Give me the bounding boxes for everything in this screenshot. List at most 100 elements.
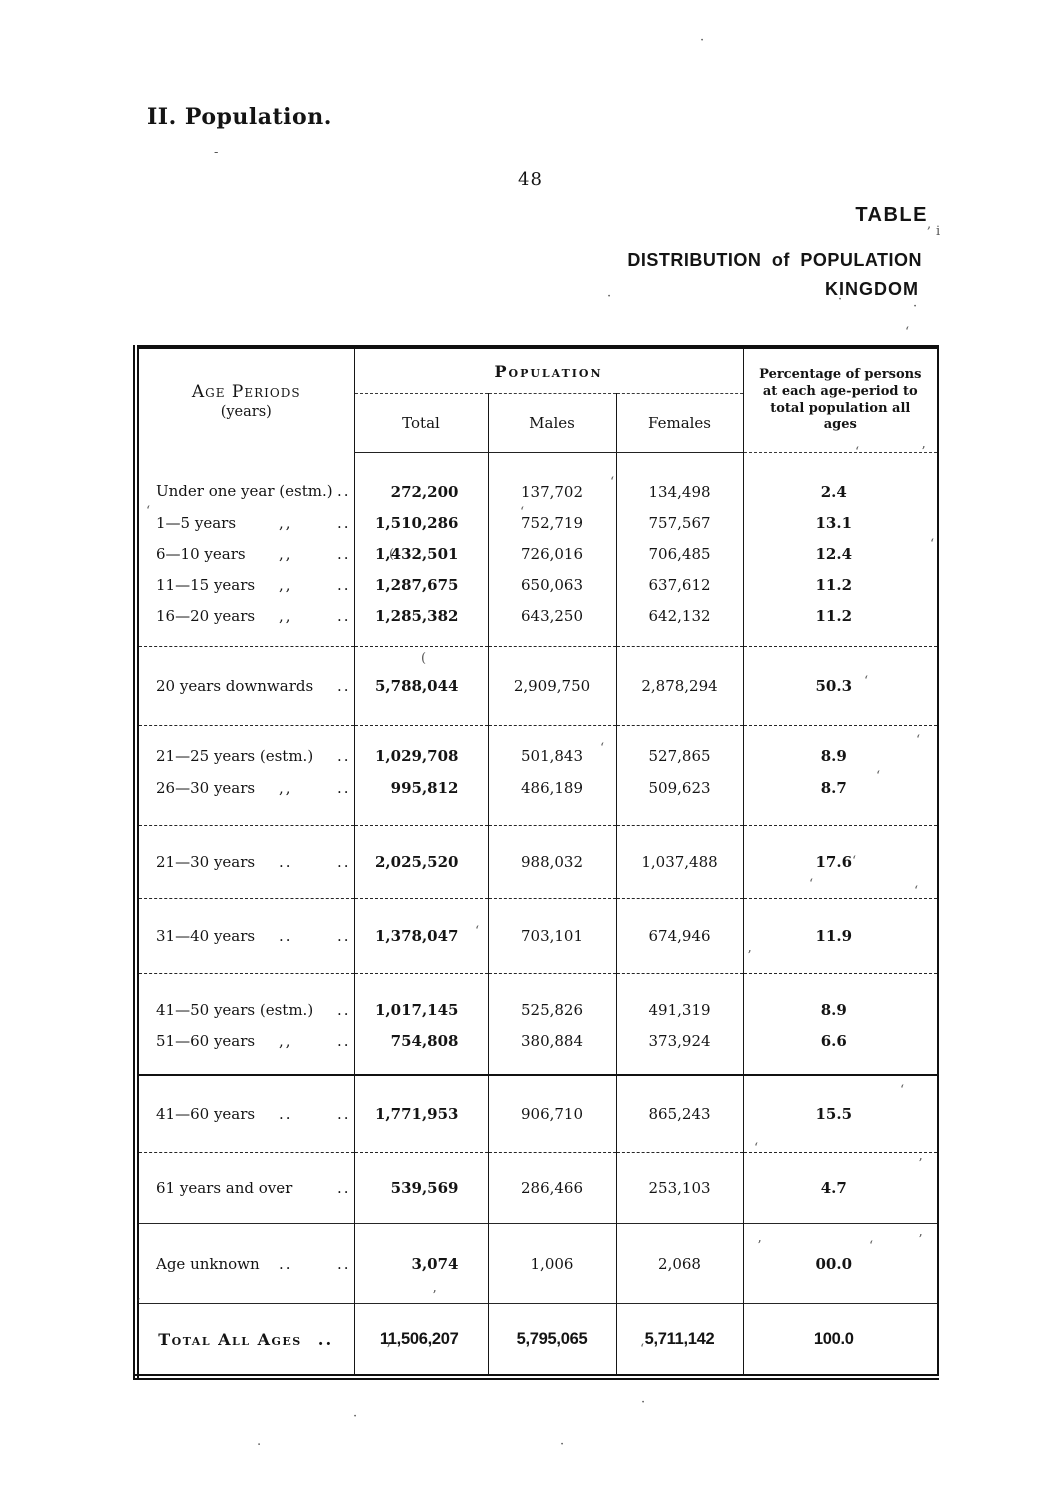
total-cell: 1,510,286 <box>353 507 488 538</box>
age-period-cell: 20 years downwards.. <box>136 646 354 726</box>
pct-cell: 13.1 <box>742 507 939 538</box>
scan-speck: - <box>214 145 219 160</box>
pct-cell: 11.2 <box>742 600 939 647</box>
table-row: 6—10 years,,.. 1,432,501 726,016 706,485 12.… <box>136 538 939 569</box>
table-row: 11—15 years,,.. 1,287,675 650,063 637,612 11… <box>136 569 939 600</box>
age-periods-header: Age Periods (years) <box>136 347 354 453</box>
total-cell: 754,808 <box>353 1025 488 1075</box>
females-cell: 2,068 <box>615 1223 744 1304</box>
males-column-header: Males <box>487 393 616 453</box>
row-group: 20 years downwards.. 5,788,044 2,909,750 2,… <box>136 646 939 726</box>
total-cell: 539,569 <box>353 1152 488 1224</box>
females-cell: 2,878,294 <box>615 646 744 726</box>
scan-speck: · <box>641 1395 646 1410</box>
pct-cell: 17.6 <box>742 825 939 899</box>
table-row: Age unknown.... 3,074 1,006 2,068 00.0 <box>136 1223 939 1304</box>
age-period-cell: 26—30 years,,.. <box>156 779 351 797</box>
total-cell: 995,812 <box>353 772 488 826</box>
males-cell: 643,250 <box>487 600 616 647</box>
females-column-header: Females <box>615 393 744 453</box>
row-group: 41—60 years.... 1,771,953 906,710 865,243 15… <box>136 1074 939 1153</box>
scan-speck: · <box>353 1409 358 1424</box>
total-cell: 272,200 <box>353 452 488 507</box>
percentage-header: Percentage of persons at each age-period… <box>742 347 939 453</box>
females-cell: 134,498 <box>615 452 744 507</box>
scan-speck: ʻ <box>905 325 910 340</box>
row-group: 41—50 years (estm.).. 1,017,145 525,826 491… <box>136 973 939 1075</box>
scan-speck: . <box>257 1434 262 1449</box>
section-heading: II. Population. <box>147 104 332 130</box>
pct-cell: 00.0 <box>742 1223 939 1304</box>
males-cell: 703,101 <box>487 898 616 974</box>
pct-cell: 2.4 <box>742 452 939 507</box>
females-cell: 373,924 <box>615 1025 744 1075</box>
page-number: 48 <box>518 169 543 190</box>
total-cell: 1,017,145 <box>353 973 488 1025</box>
females-cell: 674,946 <box>615 898 744 974</box>
females-cell: 509,623 <box>615 772 744 826</box>
table-row: 41—50 years (estm.).. 1,017,145 525,826 491… <box>136 973 939 1025</box>
age-period-cell: 51—60 years,,.. <box>156 1031 351 1050</box>
row-group: Age unknown.... 3,074 1,006 2,068 00.0 <box>136 1223 939 1304</box>
females-cell: 642,132 <box>615 600 744 647</box>
pct-cell: 8.9 <box>742 725 939 772</box>
total-cell: 1,378,047 <box>353 898 488 974</box>
table-row: 31—40 years.... 1,378,047 703,101 674,946 11… <box>136 898 939 974</box>
pct-cell: 100.0 <box>742 1303 939 1377</box>
table-title-line2: KINGDOM <box>825 279 919 299</box>
males-cell: 988,032 <box>487 825 616 899</box>
population-header: Population <box>353 347 744 394</box>
table-row: 51—60 years,,.. 754,808 380,884 373,924 6.6 <box>136 1025 939 1075</box>
total-cell: 2,025,520 <box>353 825 488 899</box>
table-row: 20 years downwards.. 5,788,044 2,909,750 2,… <box>136 646 939 726</box>
population-table: Age Periods (years) Population Percentag… <box>133 345 940 1380</box>
row-group: 21—25 years (estm.).. 1,029,708 501,843 527… <box>136 725 939 826</box>
males-cell: 486,189 <box>487 772 616 826</box>
age-period-cell: 21—30 years.... <box>136 825 354 899</box>
percentage-header-label: Percentage of persons at each age-period… <box>759 366 922 433</box>
header-row-1: Age Periods (years) Population Percentag… <box>136 347 939 453</box>
total-cell: 1,287,675 <box>353 569 488 600</box>
total-cell: 3,074 <box>353 1223 488 1304</box>
total-cell: 1,029,708 <box>353 725 488 772</box>
males-cell: 650,063 <box>487 569 616 600</box>
total-cell: 1,285,382 <box>353 600 488 647</box>
females-cell: 637,612 <box>615 569 744 600</box>
total-cell: 1,432,501 <box>353 538 488 569</box>
header-row-2: Total Males Females <box>136 393 938 453</box>
females-cell: 757,567 <box>615 507 744 538</box>
males-cell: 2,909,750 <box>487 646 616 726</box>
females-cell: 1,037,488 <box>615 825 744 899</box>
males-cell: 286,466 <box>487 1152 616 1224</box>
age-period-cell: 16—20 years,,.. <box>156 606 351 625</box>
table-row: 1—5 years,,.. 1,510,286 752,719 757,567 13.1 <box>136 507 939 538</box>
row-group: 31—40 years.... 1,378,047 703,101 674,946 11… <box>136 898 939 974</box>
females-cell: 253,103 <box>615 1152 744 1224</box>
row-group: 21—30 years.... 2,025,520 988,032 1,037,488… <box>136 825 939 899</box>
scan-speck: · <box>560 1437 565 1452</box>
table-row: Under one year (estm.).. 272,200 137,702 13… <box>136 452 939 507</box>
row-group: Under one year (estm.).. 272,200 137,702 13… <box>136 452 939 647</box>
table-row: 16—20 years,,.. 1,285,382 643,250 642,132 11… <box>136 600 939 647</box>
pct-cell: 4.7 <box>742 1152 939 1224</box>
age-period-cell: 31—40 years.... <box>136 898 354 974</box>
pct-cell: 15.5 <box>742 1074 939 1153</box>
total-column-header: Total <box>353 393 488 453</box>
age-period-cell: 41—50 years (estm.).. <box>136 973 354 1025</box>
scan-speck: · <box>700 33 705 48</box>
males-cell: 5,795,065 <box>487 1303 616 1377</box>
age-period-cell: 1—5 years,,.. <box>156 513 351 532</box>
table-row: 21—25 years (estm.).. 1,029,708 501,843 527… <box>136 725 939 772</box>
scan-speck: · <box>607 289 612 304</box>
females-cell: 527,865 <box>615 725 744 772</box>
total-cell: 1,771,953 <box>353 1074 488 1153</box>
age-period-cell: 21—25 years (estm.).. <box>136 725 354 772</box>
table-row: 61 years and over.... 539,569 286,466 253,1… <box>136 1152 939 1224</box>
age-period-cell: 41—60 years.... <box>136 1074 354 1153</box>
population-header-label: Population <box>494 361 603 381</box>
table-label: TABLE <box>855 204 928 226</box>
females-cell: 5,711,142 <box>615 1303 744 1377</box>
males-cell: 501,843 <box>487 725 616 772</box>
row-group: 61 years and over.... 539,569 286,466 253,1… <box>136 1152 939 1224</box>
pct-cell: 8.9 <box>742 973 939 1025</box>
